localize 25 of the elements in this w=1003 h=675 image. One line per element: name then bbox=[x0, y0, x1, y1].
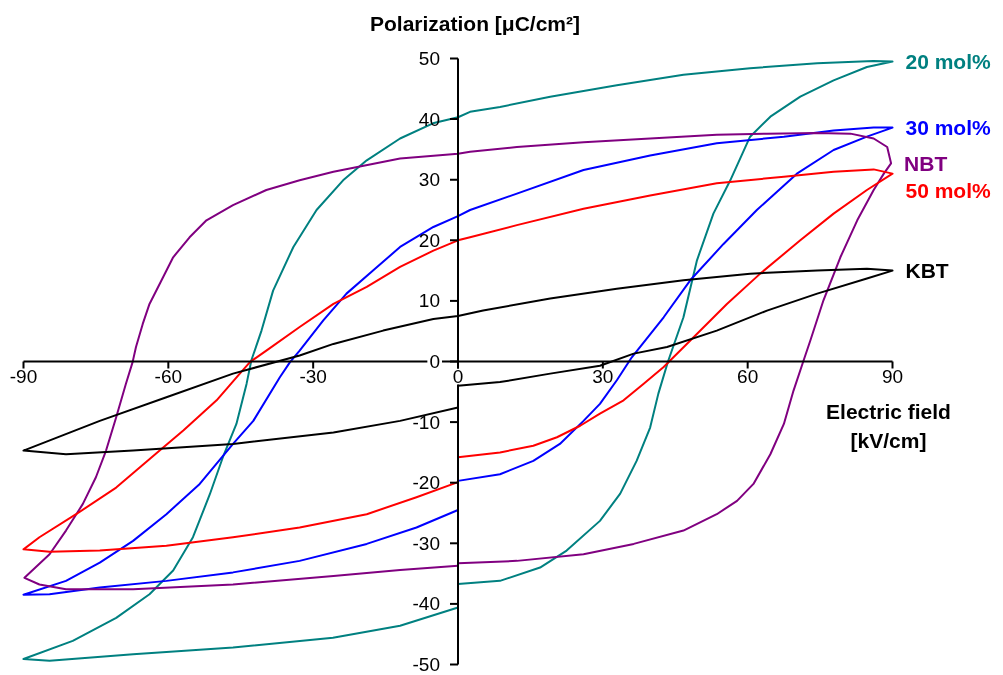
x-tick-label: 0 bbox=[452, 366, 464, 387]
y-tick-label: -20 bbox=[412, 472, 441, 494]
x-tick-label: 90 bbox=[881, 366, 904, 387]
x-tick-label: 30 bbox=[592, 366, 614, 387]
x-tick-label: -30 bbox=[299, 366, 327, 387]
x-axis-title: Electric field [kV/cm] bbox=[826, 399, 951, 453]
y-tick-label: -40 bbox=[412, 593, 441, 615]
series-label: 50 mol% bbox=[905, 178, 992, 202]
y-tick-label: -10 bbox=[412, 411, 441, 433]
series-label: KBT bbox=[905, 259, 949, 283]
x-tick-label: 60 bbox=[737, 366, 759, 387]
y-tick-label: -30 bbox=[412, 532, 441, 554]
series-label: 30 mol% bbox=[905, 116, 992, 140]
x-tick-label: -90 bbox=[9, 366, 38, 387]
series-label: 20 mol% bbox=[905, 50, 992, 74]
y-tick-label: 30 bbox=[418, 169, 441, 191]
y-tick-label: 20 bbox=[418, 229, 441, 251]
y-tick-label: 40 bbox=[418, 108, 441, 130]
series-label: NBT bbox=[904, 151, 948, 175]
y-tick-label: 10 bbox=[418, 290, 441, 312]
y-tick-label: 50 bbox=[418, 48, 441, 69]
y-tick-label: -50 bbox=[412, 654, 441, 675]
y-axis-title: Polarization [μC/cm²] bbox=[369, 12, 581, 35]
y-tick-label: 0 bbox=[429, 351, 441, 372]
x-tick-label: -60 bbox=[154, 366, 183, 387]
